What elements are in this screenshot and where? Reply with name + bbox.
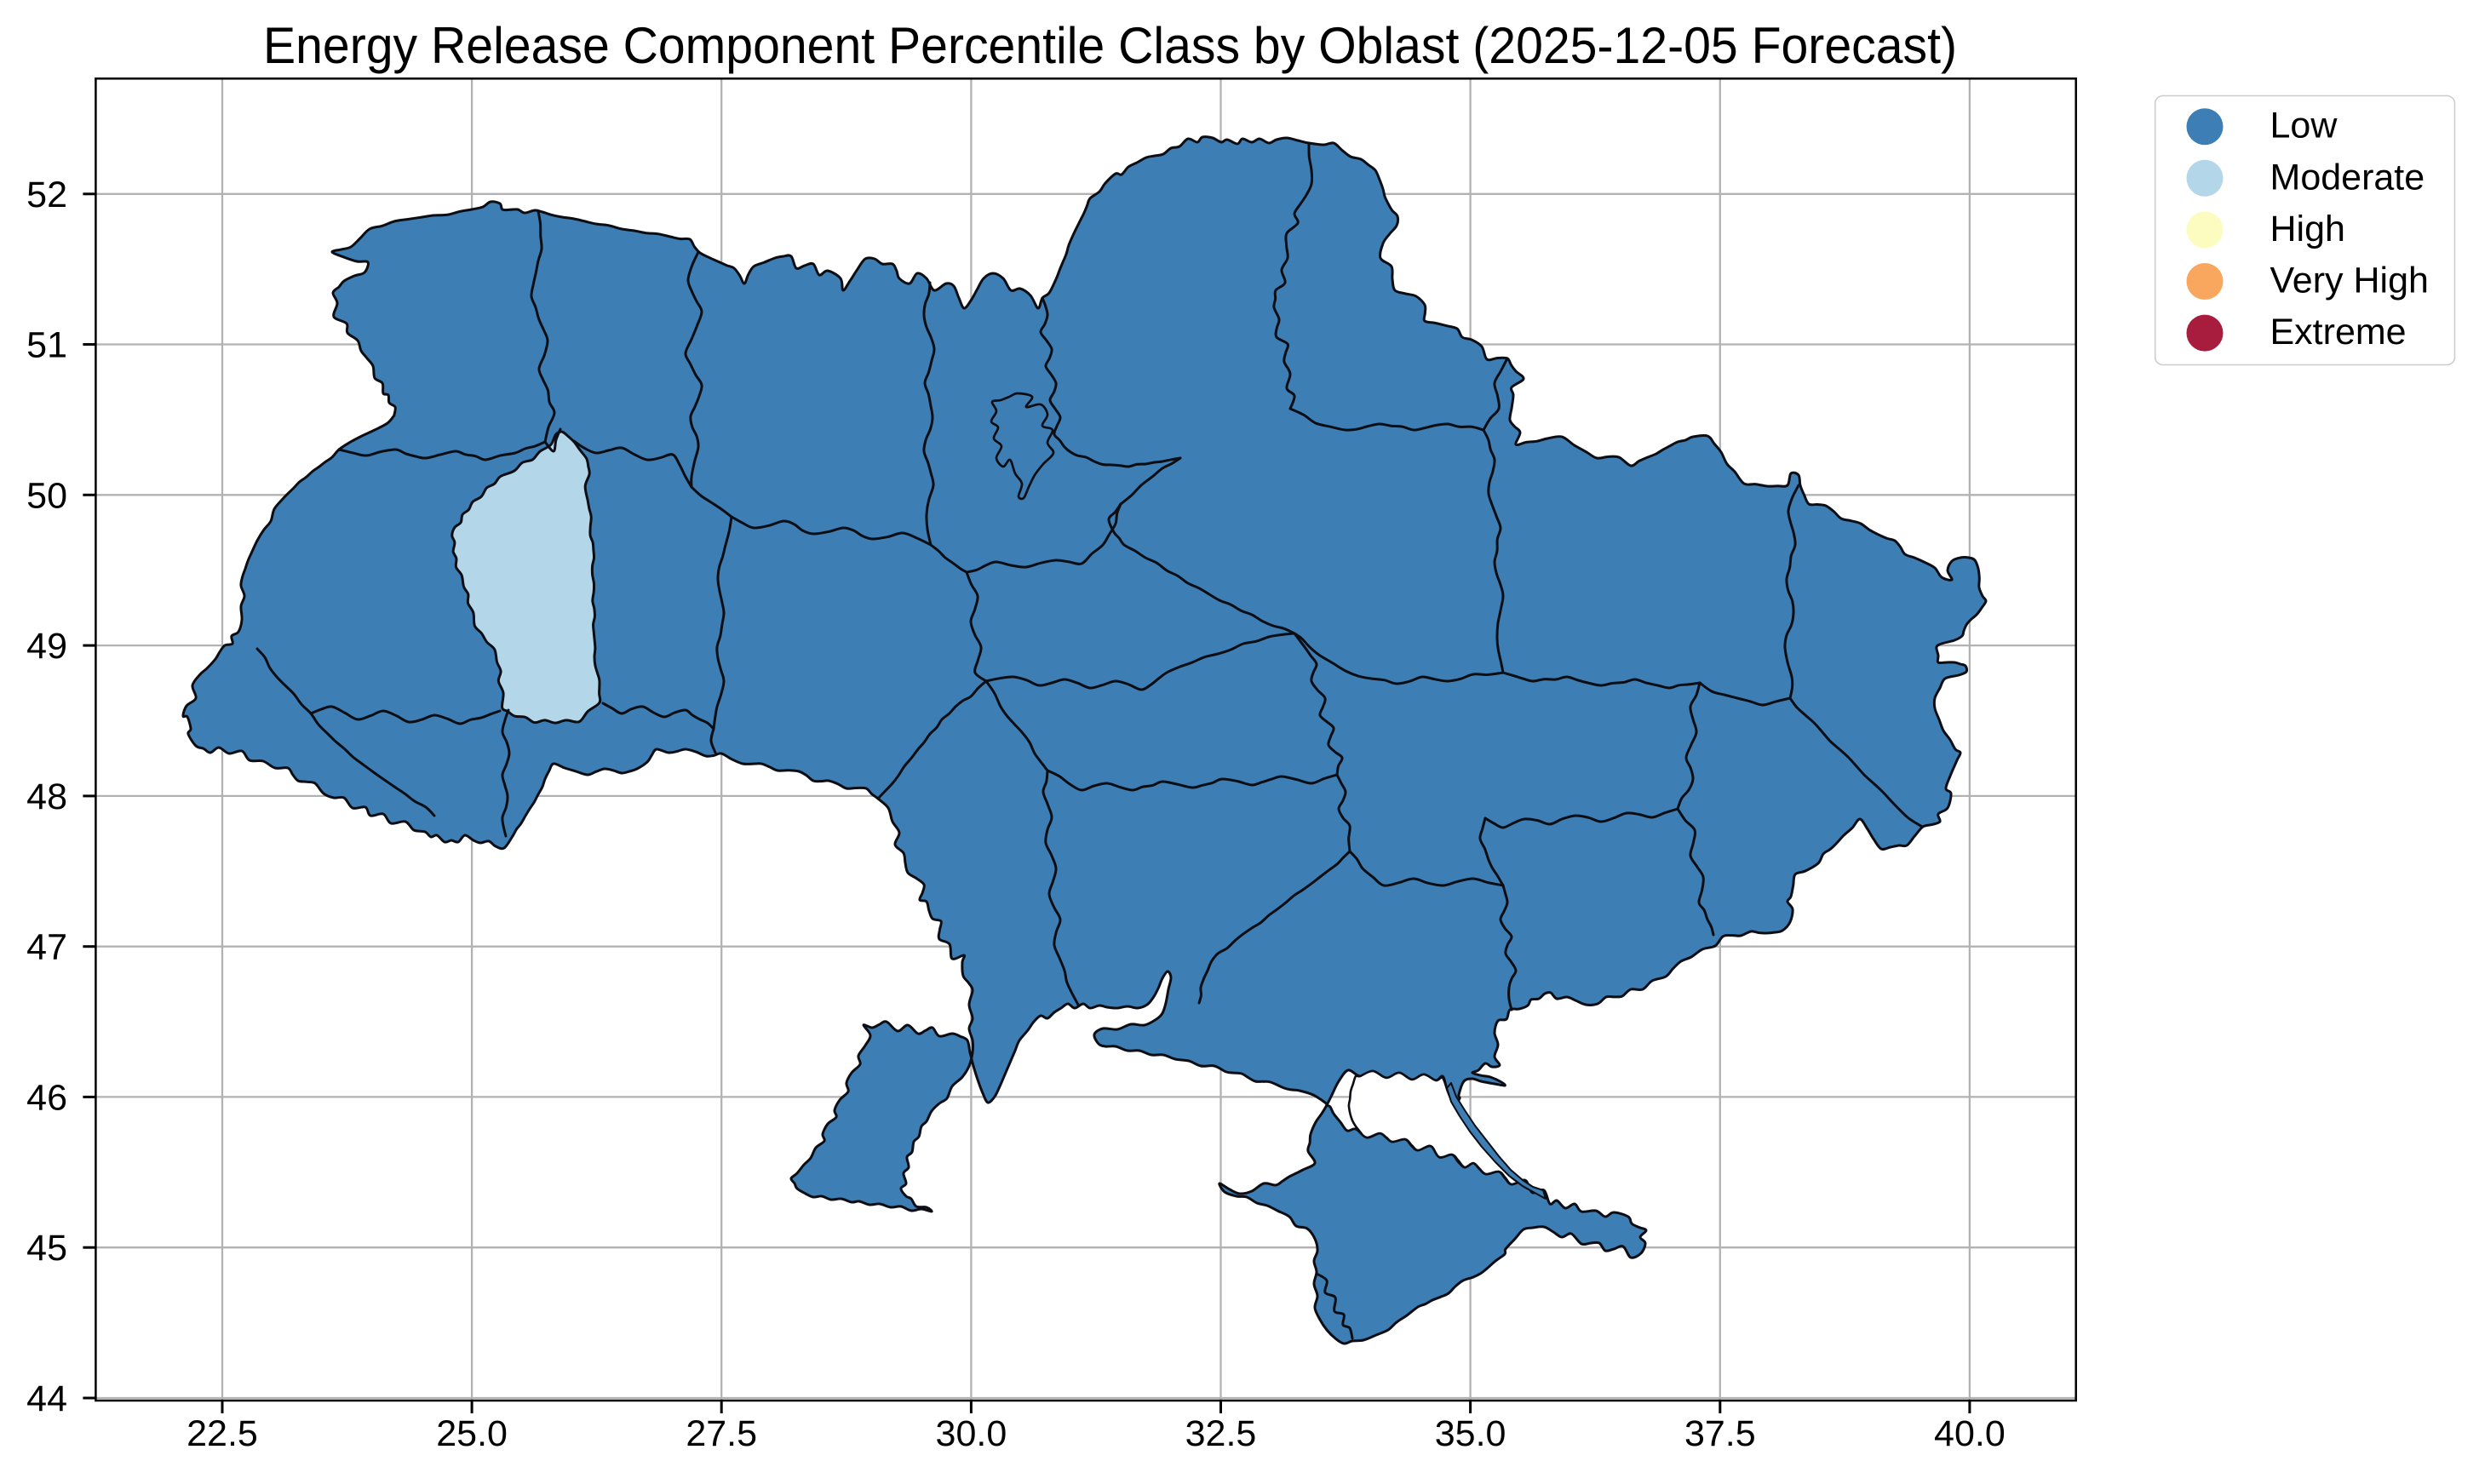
svg-text:High: High bbox=[2270, 209, 2345, 249]
svg-text:30.0: 30.0 bbox=[936, 1413, 1007, 1454]
svg-text:Low: Low bbox=[2270, 106, 2338, 146]
svg-text:32.5: 32.5 bbox=[1185, 1413, 1257, 1454]
svg-text:Extreme: Extreme bbox=[2270, 312, 2407, 352]
svg-text:50: 50 bbox=[26, 475, 67, 516]
svg-text:44: 44 bbox=[26, 1378, 67, 1419]
svg-text:45: 45 bbox=[26, 1228, 67, 1269]
svg-text:52: 52 bbox=[26, 175, 67, 215]
svg-text:Very High: Very High bbox=[2270, 261, 2429, 301]
svg-text:35.0: 35.0 bbox=[1435, 1413, 1506, 1454]
svg-text:48: 48 bbox=[26, 776, 67, 817]
svg-text:47: 47 bbox=[26, 927, 67, 968]
svg-text:46: 46 bbox=[26, 1077, 67, 1118]
svg-text:27.5: 27.5 bbox=[686, 1413, 757, 1454]
svg-text:51: 51 bbox=[26, 325, 67, 366]
svg-text:Energy Release Component Perce: Energy Release Component Percentile Clas… bbox=[263, 17, 1957, 74]
svg-text:25.0: 25.0 bbox=[436, 1413, 508, 1454]
svg-text:22.5: 22.5 bbox=[186, 1413, 258, 1454]
svg-text:37.5: 37.5 bbox=[1684, 1413, 1756, 1454]
svg-text:40.0: 40.0 bbox=[1934, 1413, 2006, 1454]
svg-text:Moderate: Moderate bbox=[2270, 157, 2425, 198]
svg-text:49: 49 bbox=[26, 626, 67, 667]
